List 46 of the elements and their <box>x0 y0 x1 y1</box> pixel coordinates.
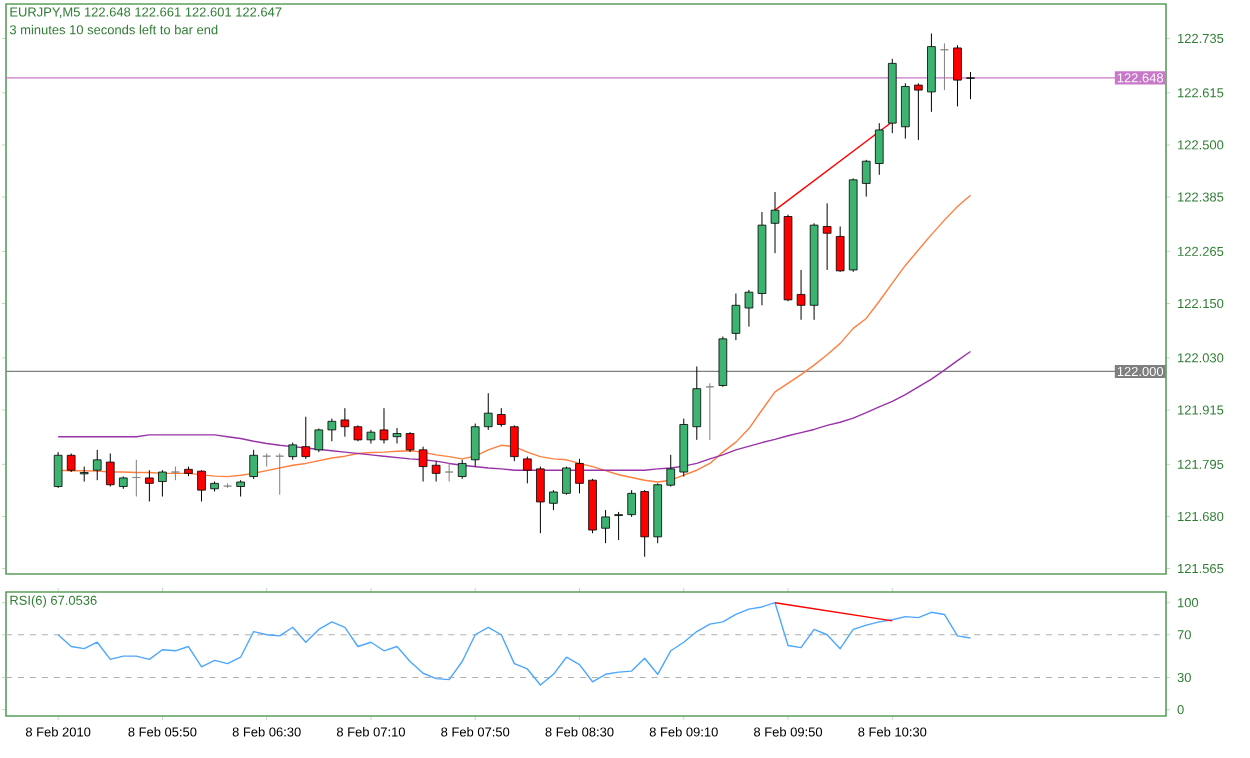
candlestick <box>536 466 545 534</box>
candlestick <box>105 452 115 488</box>
candlestick <box>575 458 584 494</box>
candlestick <box>327 418 337 442</box>
candlestick <box>874 122 884 176</box>
candlestick <box>822 202 832 271</box>
candlestick <box>966 71 975 100</box>
candlestick <box>731 293 741 341</box>
candlestick <box>549 489 558 511</box>
candlestick <box>614 511 623 541</box>
candlestick <box>601 509 610 544</box>
candlestick <box>92 449 102 481</box>
candlestick <box>301 416 311 460</box>
candlestick <box>523 456 532 484</box>
candlestick <box>66 452 76 473</box>
line-series <box>57 601 972 686</box>
candlestick <box>953 44 962 107</box>
candlestick <box>627 489 636 518</box>
candlestick <box>679 418 689 478</box>
candlestick <box>666 454 676 488</box>
candlestick <box>835 225 845 273</box>
candlestick <box>483 392 493 431</box>
candlestick <box>431 460 441 483</box>
candlestick <box>158 469 167 498</box>
candlestick <box>470 423 480 468</box>
candlestick <box>901 82 910 140</box>
candlestick <box>718 336 728 388</box>
candlestick <box>249 449 258 480</box>
candlestick <box>927 32 936 113</box>
candlestick <box>744 289 754 328</box>
candlestick <box>914 82 923 141</box>
candlestick <box>640 489 649 558</box>
candlestick <box>705 382 715 441</box>
candlestick <box>145 469 154 502</box>
candlestick <box>510 424 519 462</box>
candlestick <box>444 462 454 483</box>
candlestick <box>861 159 871 198</box>
candlestick <box>418 446 428 483</box>
candlestick <box>692 365 702 441</box>
candlestick <box>562 466 571 496</box>
candlestick <box>340 407 350 438</box>
candlestick <box>796 269 806 321</box>
candlestick <box>197 469 206 502</box>
candlestick <box>496 407 506 428</box>
candlestick <box>457 459 467 480</box>
candlestick <box>53 451 63 489</box>
